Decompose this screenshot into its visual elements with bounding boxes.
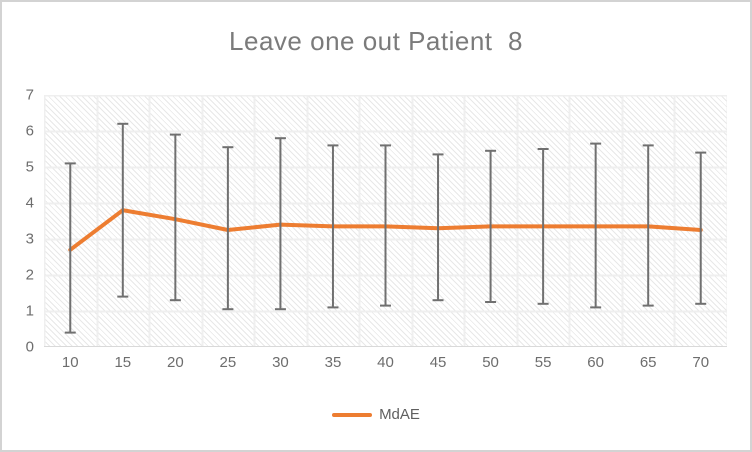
legend-line-swatch: [332, 412, 373, 417]
x-tick-label: 25: [219, 354, 237, 371]
x-tick-label: 30: [272, 354, 289, 371]
y-tick-label: 0: [25, 338, 34, 356]
x-tick-label: 60: [587, 354, 604, 371]
y-tick-label: 5: [25, 158, 34, 176]
x-tick-label: 55: [534, 354, 552, 371]
y-axis-tick-labels: 7 6 5 4 3 2 1 0: [2, 2, 36, 450]
x-tick-label: 50: [482, 354, 499, 371]
plot-area: [44, 95, 727, 347]
y-tick-label: 1: [25, 302, 34, 320]
chart-legend: MdAE: [2, 406, 750, 423]
x-tick-label: 10: [61, 354, 79, 371]
x-tick-label: 40: [377, 354, 394, 371]
chart-title: Leave one out Patient 8: [229, 26, 523, 56]
x-tick-label: 35: [324, 354, 342, 371]
x-tick-label: 20: [167, 354, 184, 371]
x-tick-label: 70: [692, 354, 710, 371]
x-tick-label: 15: [114, 354, 132, 371]
x-tick-label: 65: [639, 354, 657, 371]
legend-series-label: MdAE: [379, 406, 420, 423]
y-tick-label: 7: [25, 86, 34, 104]
y-tick-label: 2: [25, 266, 34, 284]
x-axis-tick-labels: 10 15 20 25 30 35 40 45 50 55 60 65 70: [44, 354, 727, 376]
chart-canvas: [44, 95, 727, 347]
y-tick-label: 3: [25, 230, 34, 248]
x-tick-label: 45: [429, 354, 447, 371]
y-tick-label: 6: [25, 122, 34, 140]
y-tick-label: 4: [25, 194, 34, 212]
